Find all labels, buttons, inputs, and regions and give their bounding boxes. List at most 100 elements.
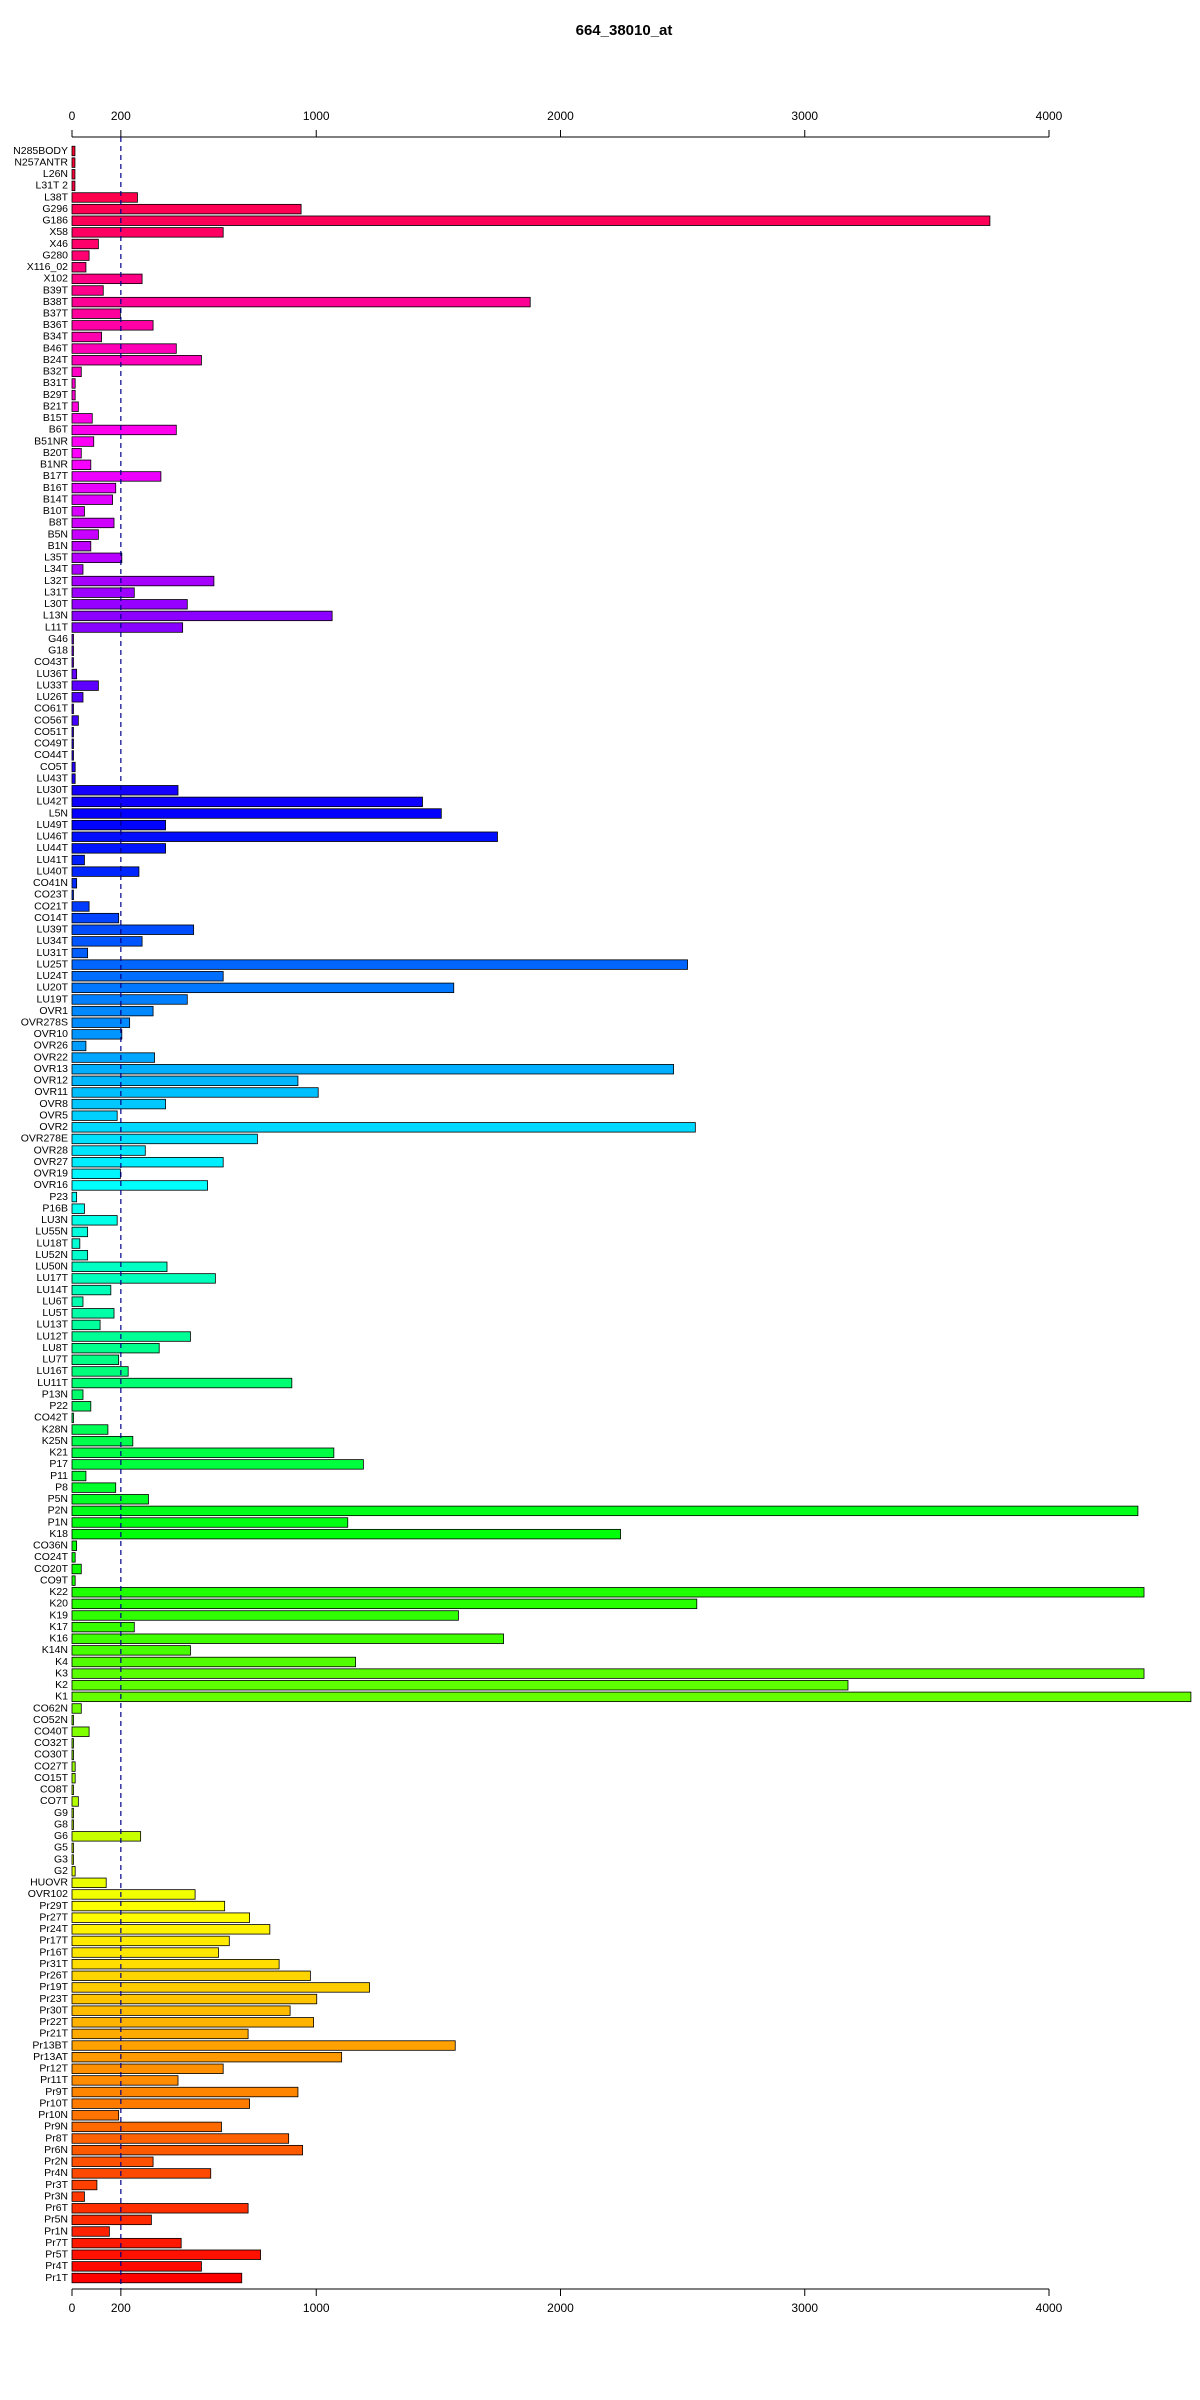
category-label: LU26T: [36, 691, 68, 703]
bar: [71, 2086, 299, 2098]
category-label: P17: [49, 1458, 68, 1470]
bar: [71, 610, 333, 622]
bar: [71, 808, 442, 819]
category-label: B29T: [43, 389, 69, 401]
category-label: Pr17T: [39, 1935, 68, 1947]
category-label: CO24T: [34, 1551, 68, 1563]
category-label: K19: [49, 1609, 68, 1621]
bar: [71, 1226, 89, 1238]
category-label: Pr6N: [44, 2144, 68, 2156]
category-label: LU36T: [36, 668, 68, 680]
bar: [71, 1470, 87, 1482]
category-label: LU52N: [35, 1249, 68, 1261]
bar: [71, 1691, 1192, 1703]
category-label: X116_02: [27, 261, 68, 273]
category-label: G186: [42, 215, 68, 227]
category-label: K16: [49, 1633, 68, 1645]
bar: [71, 2110, 120, 2121]
bar: [71, 1540, 78, 1551]
bar: [71, 285, 104, 296]
category-label: CO9T: [40, 1574, 69, 1586]
bar: [71, 680, 99, 691]
bar: [71, 366, 82, 378]
category-label: L26N: [43, 168, 68, 180]
bar: [71, 157, 76, 168]
bar: [71, 1401, 92, 1412]
category-label: Pr29T: [39, 1900, 68, 1912]
bar: [71, 1610, 459, 1621]
bar: [71, 1645, 191, 1656]
bar: [71, 1145, 146, 1156]
bar: [71, 866, 140, 877]
bar: [71, 1714, 74, 1726]
category-label: LU33T: [36, 679, 68, 691]
bar: [71, 912, 120, 924]
chart-title: 664_38010_at: [576, 22, 673, 39]
bar: [71, 1970, 311, 1981]
bar: [71, 1133, 258, 1145]
bar: [71, 703, 74, 715]
category-label: CO14T: [34, 912, 68, 924]
category-label: LU40T: [36, 865, 68, 877]
bar: [71, 1308, 115, 1319]
bar: [71, 2249, 261, 2260]
category-label: LU55N: [35, 1226, 68, 1238]
bar: [71, 1773, 76, 1784]
category-label: CO20T: [34, 1563, 68, 1575]
bar: [71, 1668, 1145, 1679]
category-label: B16T: [43, 482, 69, 494]
category-label: K20: [49, 1598, 68, 1610]
category-label: Pr1T: [45, 2272, 68, 2284]
bar: [71, 1215, 118, 1226]
category-label: CO51T: [34, 726, 68, 738]
bar: [71, 1738, 74, 1749]
category-label: OVR22: [34, 1051, 69, 1063]
category-label: CO56T: [34, 714, 68, 726]
category-label: CO49T: [34, 738, 68, 750]
bar: [71, 1273, 216, 1284]
bar: [71, 1703, 82, 1714]
bar: [71, 959, 688, 970]
bar: [71, 761, 76, 773]
category-label: K14N: [42, 1644, 68, 1656]
bar: [71, 773, 76, 784]
bar: [71, 1807, 74, 1819]
x-tick-label: 1000: [303, 109, 330, 123]
category-label: L34T: [44, 563, 69, 575]
bar: [71, 482, 117, 494]
bar: [71, 1157, 224, 1168]
category-label: LU42T: [36, 796, 68, 808]
category-label: G280: [42, 249, 68, 261]
bar: [71, 1122, 696, 1133]
category-label: OVR102: [28, 1888, 68, 1900]
bar: [71, 2272, 243, 2284]
bar: [71, 878, 78, 889]
category-label: CO36N: [33, 1540, 68, 1552]
x-tick-label: 200: [111, 2301, 131, 2315]
category-label: Pr30T: [39, 2004, 68, 2016]
bar: [71, 1296, 84, 1307]
bar: [71, 715, 79, 726]
bar: [71, 726, 74, 738]
category-label: X58: [49, 226, 68, 238]
bar: [71, 238, 99, 250]
x-tick-label: 4000: [1036, 109, 1063, 123]
category-label: CO62N: [33, 1702, 68, 1714]
category-label: LU11T: [37, 1377, 68, 1389]
bar: [71, 1528, 621, 1540]
bar: [71, 448, 82, 459]
category-label: Pr5N: [44, 2214, 68, 2226]
bar: [71, 668, 78, 680]
bar: [71, 1726, 90, 1737]
bar: [71, 1900, 226, 1912]
category-label: L5N: [49, 807, 68, 819]
category-label: OVR8: [39, 1098, 68, 1110]
category-label: Pr27T: [39, 1911, 68, 1923]
bar: [71, 1389, 84, 1400]
bar: [71, 2226, 110, 2237]
bar: [71, 901, 90, 912]
category-label: LU50N: [35, 1261, 68, 1273]
x-tick-label: 1000: [303, 2301, 330, 2315]
category-label: Pr3N: [44, 2190, 68, 2202]
